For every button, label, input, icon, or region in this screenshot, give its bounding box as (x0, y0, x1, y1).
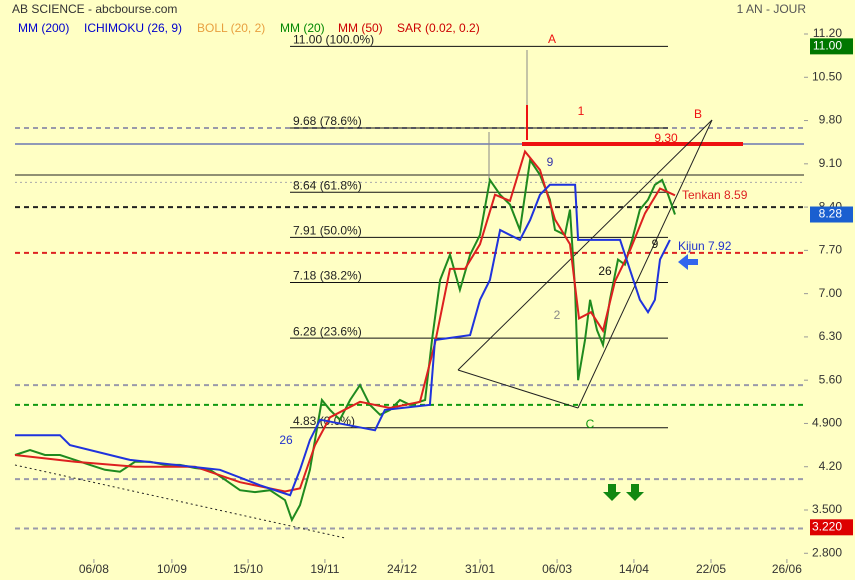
legend-item: MM (200) (18, 21, 69, 35)
trend-line (14, 464, 346, 539)
trend-line (457, 119, 713, 371)
annotation: 26 (279, 433, 293, 447)
plot (14, 149, 676, 523)
x-tick-label: 31/01 (465, 562, 495, 576)
fib-label: 7.18 (38.2%) (293, 269, 362, 283)
arrows (603, 254, 698, 501)
annotation: B (694, 107, 702, 121)
y-tick-label: 4.900 (812, 416, 842, 430)
y-tick-label: 6.30 (819, 329, 843, 343)
y-tick-label: 5.60 (819, 372, 843, 386)
legend-item: MM (50) (338, 21, 383, 35)
annotation: 9.30 (654, 131, 678, 145)
x-tick-label: 19/11 (310, 562, 339, 576)
y-tick-label: 11.20 (813, 26, 842, 40)
trend-line (457, 369, 579, 409)
period: 1 AN - JOUR (737, 2, 807, 16)
price-tag (810, 38, 853, 55)
series-line (15, 183, 671, 497)
price-tag-label: 11.00 (813, 39, 842, 53)
trend-line (577, 119, 713, 409)
series-line (14, 149, 676, 493)
x-tick-label: 24/12 (387, 562, 417, 576)
annotation: 1 (578, 104, 585, 118)
annotation: A (548, 32, 556, 46)
annotation: 9 (547, 155, 554, 169)
fib-label: 7.91 (50.0%) (293, 224, 362, 238)
x-tick-label: 06/03 (542, 562, 572, 576)
y-tick-label: 2.800 (812, 545, 842, 559)
y-tick-label: 9.10 (819, 156, 843, 170)
legend-item: MM (20) (280, 21, 325, 35)
fib-label: 11.00 (100.0%) (293, 33, 374, 47)
x-tick-label: 06/08 (79, 562, 109, 576)
y-tick-label: 7.00 (819, 286, 843, 300)
annotation: 9 (652, 237, 659, 251)
x-tick-label: 22/05 (696, 562, 726, 576)
chart-title: AB SCIENCE - abcbourse.com (12, 2, 177, 16)
legend-item: ICHIMOKU (26, 9) (84, 21, 182, 35)
price-tag (810, 206, 853, 223)
y-tick-label: 10.50 (812, 69, 842, 83)
annotation: Kijun 7.92 (678, 239, 732, 253)
y-tick-label: 4.20 (819, 459, 843, 473)
price-tag-label: 3.220 (812, 519, 842, 533)
price-tag (810, 519, 853, 536)
x-tick-label: 14/04 (619, 562, 649, 576)
annotation: Tenkan 8.59 (682, 188, 748, 202)
fib-label: 9.68 (78.6%) (293, 114, 362, 128)
legend-item: BOLL (20, 2) (197, 21, 265, 35)
down-arrow (603, 484, 621, 501)
annotation: C (586, 417, 595, 431)
y-tick-label: 3.500 (812, 502, 842, 516)
down-arrow (626, 484, 644, 501)
legend-item: SAR (0.02, 0.2) (397, 21, 480, 35)
annotation: 26 (598, 264, 612, 278)
fib-label: 8.64 (61.8%) (293, 178, 362, 192)
x-tick-label: 15/10 (233, 562, 263, 576)
y-tick-label: 9.80 (819, 113, 843, 127)
legend: MM (200) ICHIMOKU (26, 9) BOLL (20, 2) M… (18, 21, 480, 35)
x-tick-label: 26/06 (772, 562, 802, 576)
fib-label: 6.28 (23.6%) (293, 324, 362, 338)
annotations: A 1 B 9.30 9 2 26 9 C 26 Tenkan 8.59 Kij… (279, 32, 747, 447)
x-tick-label: 10/09 (157, 562, 187, 576)
annotation: 2 (554, 308, 561, 322)
y-tick-label: 7.70 (819, 243, 843, 257)
axes: 11.2010.509.809.108.407.707.006.305.604.… (79, 26, 853, 576)
trend-lines (14, 50, 713, 539)
price-tag-label: 8.28 (819, 207, 843, 221)
left-arrow (678, 254, 698, 270)
